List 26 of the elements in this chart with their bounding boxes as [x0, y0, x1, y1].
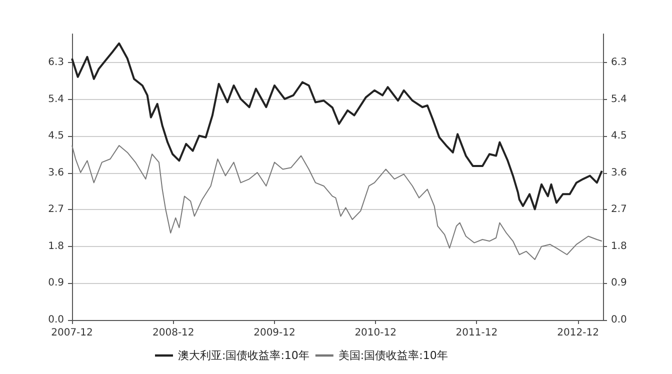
- x-tick-label: 2007-12: [51, 328, 93, 338]
- legend-label: 澳大利亚:国债收益率:10年: [178, 349, 310, 362]
- line-series: [72, 145, 602, 260]
- x-tick-label: 2010-12: [354, 328, 396, 338]
- y2-tick-label: 5.4: [611, 94, 627, 105]
- y-tick-label: 0.0: [48, 314, 64, 326]
- y2-tick-label: 1.8: [611, 240, 627, 252]
- y-tick-label: 0.9: [48, 278, 64, 289]
- y-tick-label: 2.7: [48, 204, 64, 216]
- legend-label: 美国:国债收益率:10年: [338, 349, 448, 362]
- x-tick-label: 2009-12: [254, 328, 296, 338]
- x-tick-label: 2008-12: [152, 328, 194, 338]
- y-tick-label: 3.6: [48, 167, 64, 178]
- y-tick-label: 1.8: [48, 240, 64, 252]
- y2-tick-label: 0.9: [611, 278, 627, 289]
- y2-tick-label: 4.5: [611, 130, 627, 142]
- y2-tick-label: 6.3: [611, 57, 627, 68]
- x-tick-label: 2011-12: [456, 328, 498, 338]
- y-tick-label: 5.4: [48, 94, 64, 105]
- y2-tick-label: 3.6: [611, 167, 627, 178]
- y-tick-label: 4.5: [48, 130, 64, 142]
- y2-tick-label: 0.0: [611, 314, 627, 326]
- x-tick-label: 2012-12: [557, 328, 599, 338]
- line-series: [71, 42, 603, 210]
- y-tick-label: 6.3: [48, 57, 64, 68]
- y2-tick-label: 2.7: [611, 204, 627, 216]
